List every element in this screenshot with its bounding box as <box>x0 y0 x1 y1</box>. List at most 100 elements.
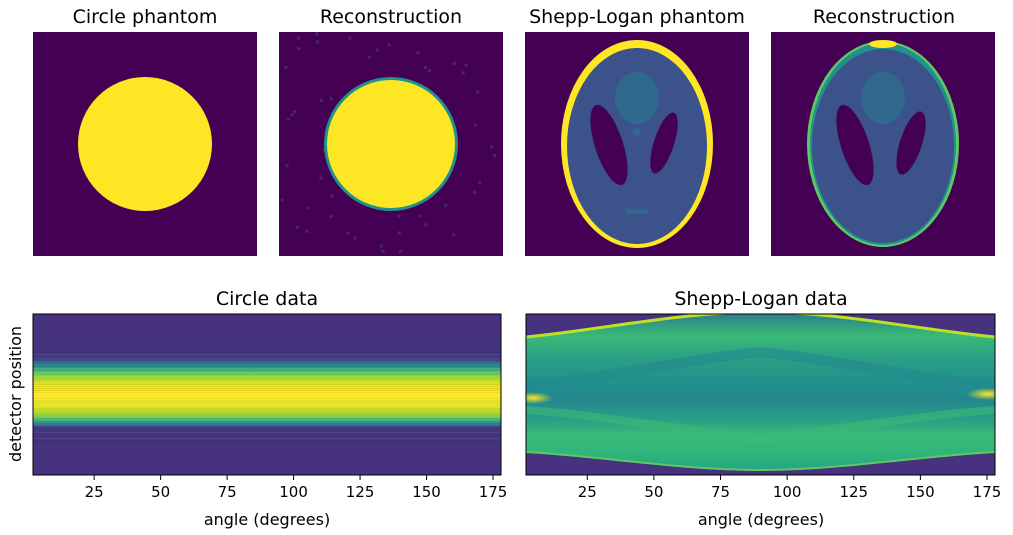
noise-pixel <box>476 90 480 94</box>
sinogram-streak <box>33 368 501 369</box>
sinogram-streak <box>33 382 501 383</box>
noise-pixel <box>397 214 401 218</box>
noise-pixel <box>397 231 401 235</box>
sinogram-streak <box>33 364 501 365</box>
noise-pixel <box>348 36 352 40</box>
sinogram-streak <box>33 386 501 387</box>
chart-title-shepp-data: Shepp-Logan data <box>674 288 847 310</box>
shepp-logan-reconstruction-image <box>771 32 995 256</box>
noise-pixel <box>280 198 284 202</box>
sinogram-streak <box>33 384 501 385</box>
circle-data-frame <box>32 313 502 476</box>
x-tick-label: 100 <box>279 483 308 501</box>
shepp-data-x-axis: 25 50 75 100 125 150 175 <box>578 475 1002 501</box>
circle-phantom-image <box>33 32 257 256</box>
shepp-data-xlabel: angle (degrees) <box>698 510 824 529</box>
noise-pixel <box>444 204 448 208</box>
sinogram-streak <box>33 406 501 407</box>
circle-data-xlabel: angle (degrees) <box>204 510 330 529</box>
sinogram-streak <box>33 414 501 415</box>
noise-pixel <box>473 190 477 194</box>
x-tick-label: 75 <box>711 483 730 501</box>
sinogram-streak <box>33 380 501 381</box>
shepp-data-heatmap <box>526 314 995 475</box>
noise-pixel <box>315 32 319 36</box>
panel-title-shepp-reconstruction: Reconstruction <box>813 6 955 28</box>
panel-title-shepp-phantom: Shepp-Logan phantom <box>529 6 745 28</box>
sinogram-streak <box>33 428 501 429</box>
x-tick-label: 125 <box>346 483 375 501</box>
shepp-logan-phantom-image <box>525 32 749 256</box>
shepp-data-frame <box>525 313 996 476</box>
noise-pixel <box>329 214 333 218</box>
sinogram-streak <box>33 440 501 441</box>
noise-pixel <box>346 231 350 235</box>
circle-data-x-axis: 25 50 75 100 125 150 175 <box>85 475 508 501</box>
sinogram-streak <box>33 422 501 423</box>
sinogram-streak <box>33 372 501 373</box>
noise-pixel <box>305 229 309 233</box>
noise-pixel <box>285 164 289 168</box>
sinogram-streak <box>33 346 501 347</box>
sinogram-streak <box>33 430 501 431</box>
noise-pixel <box>473 123 477 127</box>
x-tick-label: 75 <box>218 483 237 501</box>
sinogram-streak <box>33 432 501 433</box>
x-tick-label: 175 <box>479 483 508 501</box>
sinogram-streak <box>33 394 501 395</box>
noise-pixel <box>424 223 428 227</box>
noise-pixel <box>320 98 323 102</box>
noise-pixel <box>387 43 391 47</box>
sinogram-streak <box>33 358 501 359</box>
sinogram-streak <box>33 348 501 349</box>
sinogram-streak <box>33 392 501 393</box>
sinogram-streak <box>33 442 501 443</box>
sinogram-streak <box>33 396 501 397</box>
sinogram-streak <box>33 378 501 379</box>
x-tick-label: 50 <box>644 483 663 501</box>
chart-title-circle-data: Circle data <box>216 288 318 310</box>
sinogram-streak <box>33 400 501 401</box>
sinogram-streak <box>33 434 501 435</box>
sinogram-streak <box>33 356 501 357</box>
sinogram-streak <box>33 360 501 361</box>
sinogram-streak <box>33 402 501 403</box>
sinogram-streak <box>33 366 501 367</box>
x-tick-label: 175 <box>973 483 1002 501</box>
noise-pixel <box>452 62 456 66</box>
sinogram-streak <box>33 404 501 405</box>
sinogram-streak <box>33 438 501 439</box>
panel-title-circle-reconstruction: Reconstruction <box>320 6 462 28</box>
noise-pixel <box>306 206 310 210</box>
noise-pixel <box>381 249 385 253</box>
sinogram-streak <box>33 416 501 417</box>
noise-pixel <box>398 249 402 253</box>
circle-data-ylabel: detector position <box>6 326 25 462</box>
sinogram-streak <box>33 436 501 437</box>
circle-reconstruction-image <box>279 32 503 256</box>
noise-pixel <box>316 40 320 44</box>
noise-pixel <box>284 66 288 69</box>
noise-pixel <box>319 176 323 180</box>
x-tick-label: 100 <box>773 483 802 501</box>
noise-pixel <box>478 181 482 185</box>
noise-pixel <box>297 47 301 50</box>
sinogram-streak <box>33 362 501 363</box>
noise-pixel <box>493 154 496 158</box>
x-tick-label: 25 <box>85 483 104 501</box>
noise-pixel <box>353 236 357 240</box>
noise-pixel <box>423 65 427 69</box>
x-tick-label: 50 <box>151 483 170 501</box>
noise-pixel <box>464 64 468 67</box>
noise-pixel <box>297 36 300 40</box>
noise-pixel <box>379 244 383 248</box>
noise-pixel <box>290 113 294 117</box>
sinogram-streak <box>33 370 501 371</box>
noise-pixel <box>418 214 422 218</box>
noise-pixel <box>375 48 379 52</box>
sinogram-streak <box>33 350 501 351</box>
noise-pixel <box>296 225 299 229</box>
sinogram-streak <box>33 420 501 421</box>
sinogram-streak <box>33 408 501 409</box>
